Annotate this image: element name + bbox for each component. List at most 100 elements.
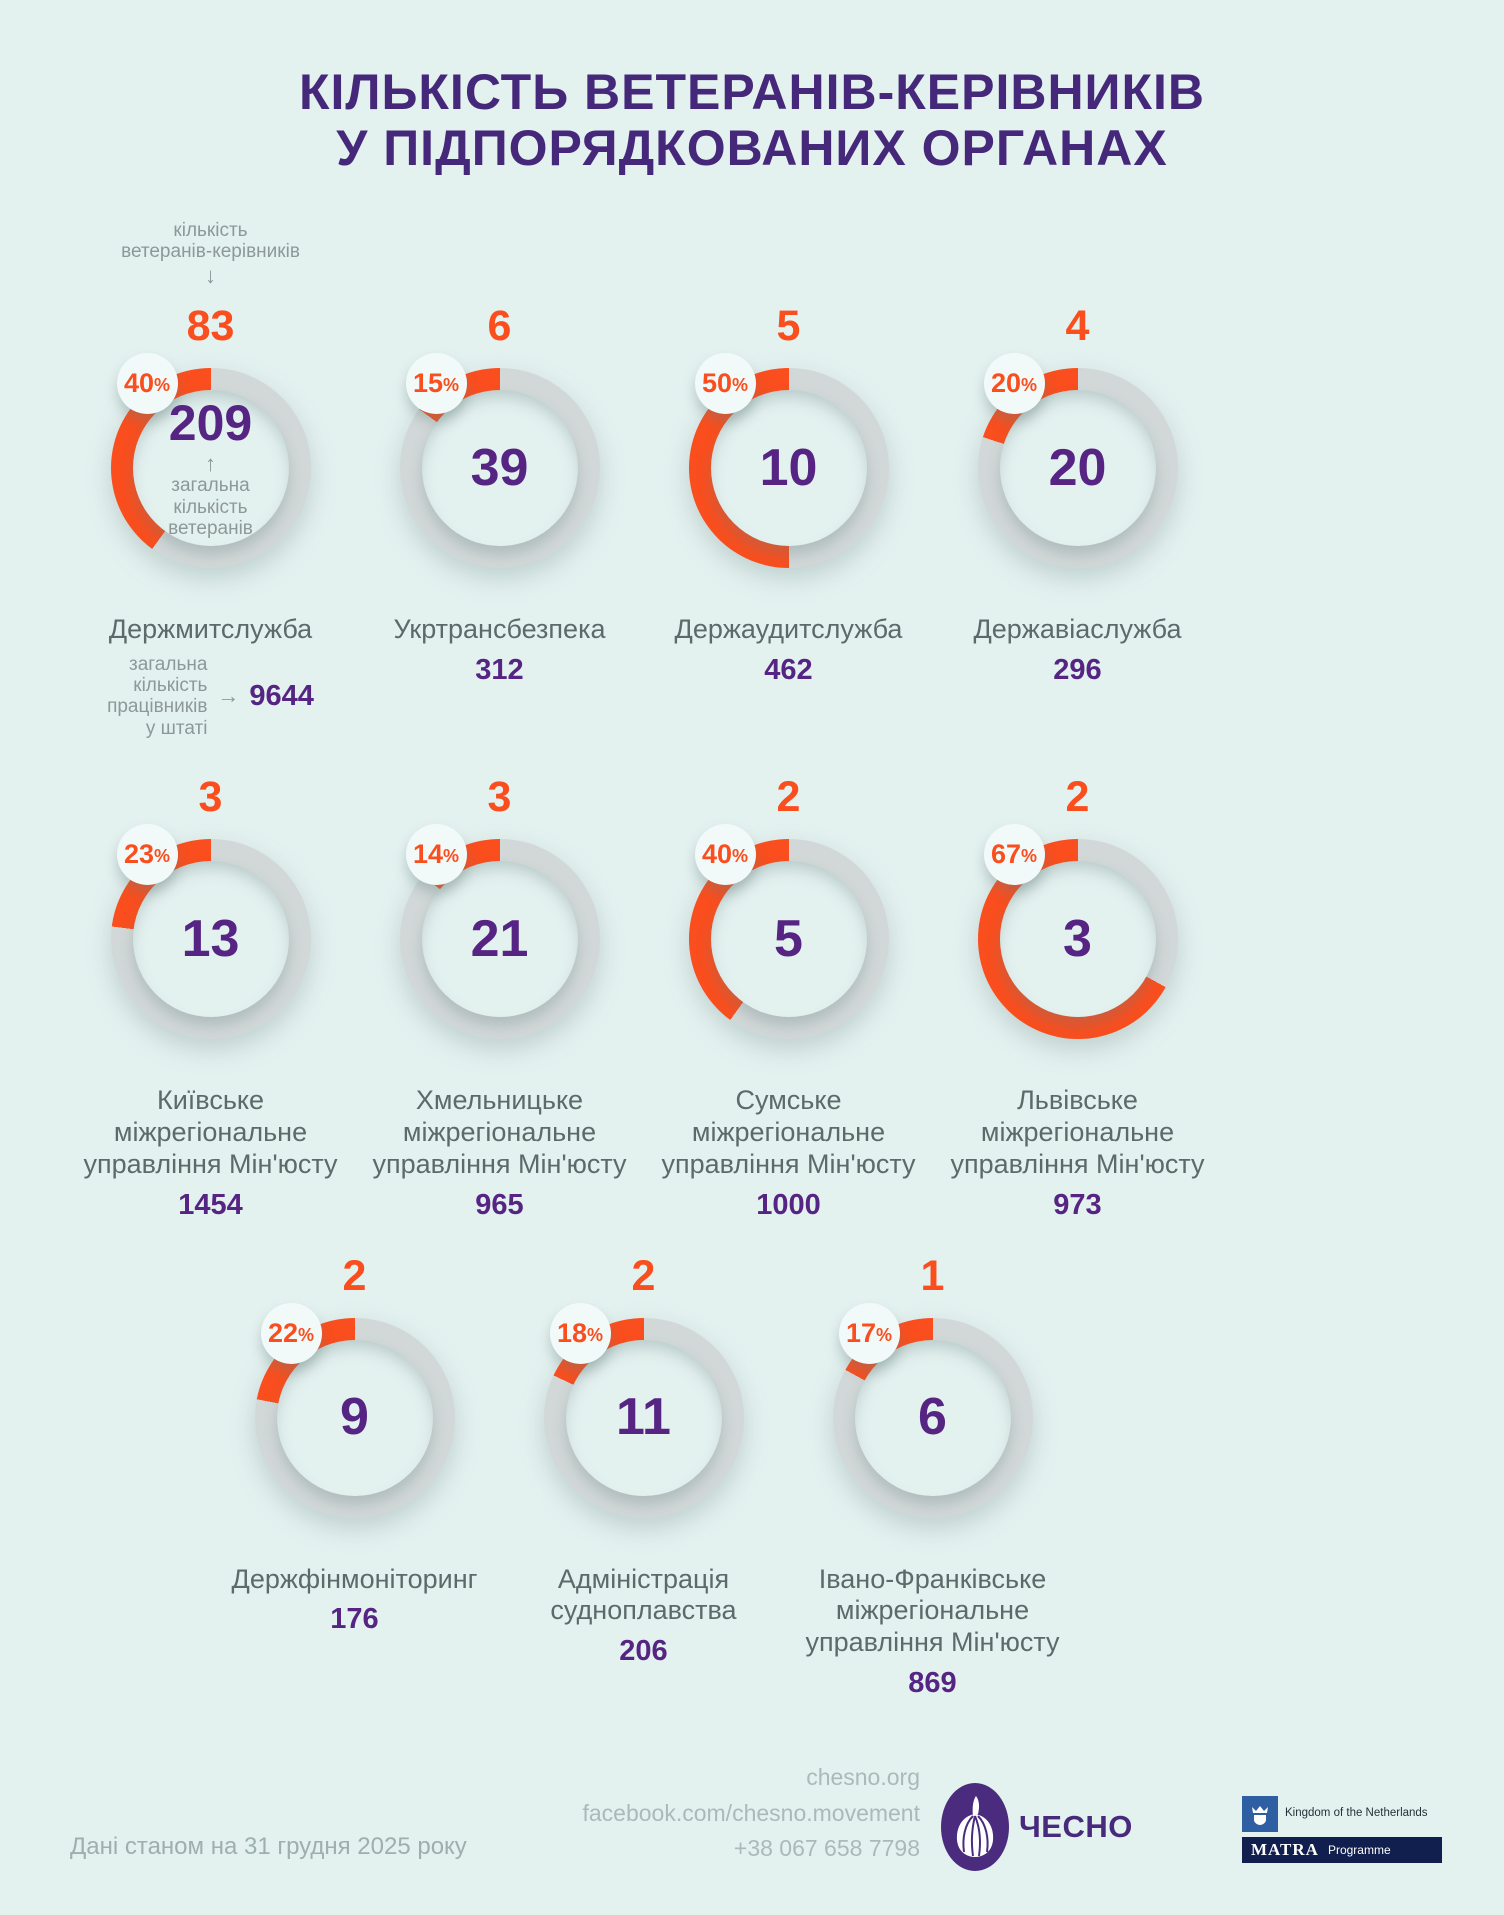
- staff-count: 1000: [756, 1188, 821, 1221]
- donut-card: 2 18% 11 Адміністрація судноплавства 206: [499, 1252, 788, 1701]
- donut-hole: [999, 390, 1156, 546]
- percent-badge: 22%: [260, 1302, 322, 1364]
- donut-card: 4 20% 20 Державіаслужба 296: [933, 220, 1222, 739]
- veteran-leaders-count: 2: [776, 772, 801, 821]
- staff-row: 296: [1053, 654, 1101, 687]
- website-link: chesno.org: [806, 1764, 920, 1791]
- donut-chart: 17% 6: [832, 1302, 1033, 1518]
- donut-center: 13: [133, 861, 289, 1017]
- percent-value: 23: [123, 838, 155, 869]
- percent-value: 17: [845, 1317, 877, 1348]
- percent-badge: 23%: [116, 823, 178, 885]
- staff-count: 296: [1053, 653, 1102, 686]
- percent-sign: %: [1021, 845, 1038, 866]
- veteran-leaders-count: 1: [920, 1251, 945, 1300]
- donut-chart: 14% 21: [399, 823, 600, 1039]
- donut-chart: 18% 11: [543, 1302, 744, 1518]
- donut-chart: 40% 5: [688, 823, 889, 1039]
- page-title-line1: КІЛЬКІСТЬ ВЕТЕРАНІВ-КЕРІВНИКІВ: [298, 64, 1206, 120]
- org-name: Держмитслужба: [108, 614, 313, 644]
- staff-row: загальна кількість працівників у штаті →…: [107, 654, 314, 739]
- percent-badge: 15%: [405, 353, 467, 414]
- staff-count: 965: [475, 1188, 524, 1221]
- donut-chart: 22% 9: [254, 1302, 455, 1518]
- org-name: Івано-Франківське міжрегіональне управлі…: [805, 1563, 1060, 1658]
- donut-hole: [132, 390, 289, 546]
- donut-card: 5 50% 10 Держаудитслужба 462: [644, 220, 933, 739]
- org-name: Хмельницьке міжрегіональне управління Мі…: [372, 1084, 627, 1179]
- donut-center: 39: [422, 390, 578, 546]
- donut-card: кількість ветеранів-керівників ↓ 83 40% …: [66, 220, 355, 739]
- percent-value: 40: [123, 368, 155, 398]
- staff-count: 1454: [178, 1188, 243, 1221]
- percent-value: 14: [412, 838, 444, 869]
- percent-sign: %: [154, 375, 171, 395]
- donut-center: 5: [711, 861, 867, 1017]
- donut-hole: [710, 390, 867, 546]
- donut-chart: 23% 13: [110, 823, 311, 1039]
- percent-value: 15: [412, 368, 444, 398]
- percent-value: 67: [990, 838, 1022, 869]
- percent-value: 22: [267, 1317, 299, 1348]
- staff-row: 1000: [756, 1189, 821, 1222]
- staff-count: 462: [764, 653, 813, 686]
- page-title: КІЛЬКІСТЬ ВЕТЕРАНІВ-КЕРІВНИКІВ У ПІДПОРЯ…: [0, 64, 1504, 176]
- phone-number: +38 067 658 7798: [733, 1835, 920, 1862]
- staff-row: 176: [330, 1603, 378, 1636]
- org-name: Державіаслужба: [973, 614, 1182, 644]
- donut-row-1: кількість ветеранів-керівників ↓ 83 40% …: [66, 220, 1504, 739]
- total-veterans-count: 39: [470, 438, 529, 497]
- donut-center: 11: [566, 1340, 722, 1496]
- donut-card: 2 22% 9 Держфінмоніторинг 176: [210, 1252, 499, 1701]
- staff-row: 462: [764, 654, 812, 687]
- donut-chart: 20% 20: [977, 353, 1178, 568]
- donut-card: 2 67% 3 Львівське міжрегіональне управлі…: [933, 773, 1222, 1222]
- percent-sign: %: [443, 845, 460, 866]
- percent-sign: %: [154, 845, 171, 866]
- nl-kingdom-text: Kingdom of the Netherlands: [1285, 1807, 1428, 1820]
- percent-sign: %: [732, 845, 749, 866]
- donut-card: 3 23% 13 Київське міжрегіональне управлі…: [66, 773, 355, 1222]
- data-date-note: Дані станом на 31 грудня 2025 року: [70, 1833, 467, 1860]
- donut-chart: 50% 10: [688, 353, 889, 568]
- org-name: Сумське міжрегіональне управління Мін'юс…: [661, 1084, 916, 1179]
- percent-badge: 67%: [983, 823, 1045, 885]
- donut-row-2: 3 23% 13 Київське міжрегіональне управлі…: [66, 773, 1504, 1222]
- percent-value: 50: [701, 368, 733, 398]
- total-veterans-count: 13: [181, 909, 240, 968]
- staff-row: 206: [619, 1635, 667, 1668]
- percent-badge: 20%: [983, 353, 1045, 414]
- percent-badge: 17%: [838, 1302, 900, 1364]
- donut-center: 209 ↑ загальна кількість ветеранів: [133, 390, 289, 546]
- annotation-text: загальна кількість ветеранів: [168, 475, 253, 539]
- staff-row: 1454: [178, 1189, 243, 1222]
- percent-sign: %: [443, 375, 460, 395]
- veteran-leaders-count: 3: [487, 772, 512, 821]
- chesno-logo: ЧЕСНО: [941, 1783, 1133, 1871]
- org-name: Львівське міжрегіональне управління Мін'…: [950, 1084, 1205, 1179]
- staff-row: 973: [1053, 1189, 1101, 1222]
- donut-hole: [132, 860, 289, 1017]
- donut-center: 10: [711, 390, 867, 546]
- chesno-wordmark: ЧЕСНО: [1019, 1809, 1133, 1844]
- total-veterans-count: 11: [616, 1388, 671, 1447]
- donut-chart: 67% 3: [977, 823, 1178, 1039]
- percent-badge: 18%: [549, 1302, 611, 1364]
- donut-hole: [854, 1339, 1011, 1496]
- veteran-leaders-count: 83: [186, 302, 235, 350]
- veteran-leaders-count: 4: [1065, 302, 1090, 350]
- staff-count: 973: [1053, 1188, 1102, 1221]
- percent-value: 20: [990, 368, 1022, 398]
- percent-sign: %: [1021, 375, 1038, 395]
- nl-logo-top: Kingdom of the Netherlands: [1242, 1796, 1442, 1832]
- percent-badge: 50%: [694, 353, 756, 414]
- donut-center: 6: [855, 1340, 1011, 1496]
- right-arrow-icon: →: [217, 683, 240, 709]
- donut-center: 3: [1000, 861, 1156, 1017]
- total-veterans-count: 10: [759, 438, 818, 497]
- total-veterans-annotation: ↑ загальна кількість ветеранів: [168, 451, 253, 539]
- percent-sign: %: [298, 1324, 315, 1345]
- donut-chart: 15% 39: [399, 353, 600, 568]
- total-veterans-count: 20: [1048, 438, 1107, 497]
- org-name: Київське міжрегіональне управління Мін'ю…: [83, 1084, 338, 1179]
